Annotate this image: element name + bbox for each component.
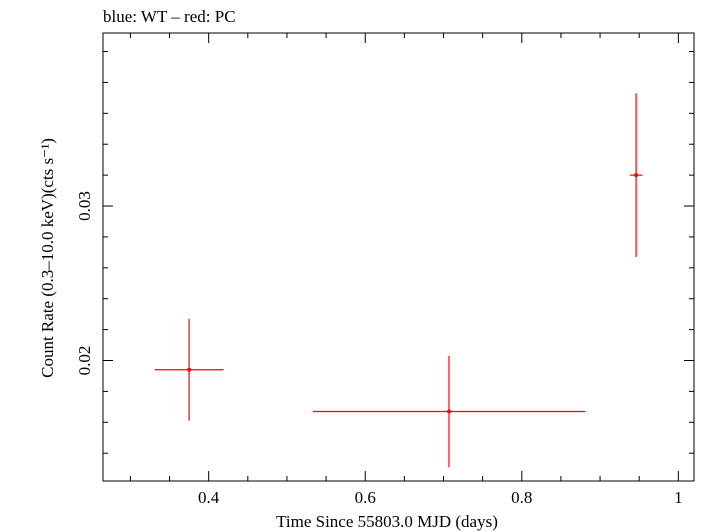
x-tick-label: 0.6 xyxy=(355,488,376,507)
y-tick-label: 0.03 xyxy=(75,191,94,221)
data-series xyxy=(154,93,643,468)
x-axis-label: Time Since 55803.0 MJD (days) xyxy=(276,512,498,531)
x-axis-ticks: 0.4 0.6 0.8 1 xyxy=(129,33,683,507)
data-point xyxy=(187,367,192,372)
y-tick-label: 0.02 xyxy=(75,346,94,376)
y-axis-ticks: 0.02 0.03 xyxy=(75,51,694,454)
data-point xyxy=(446,409,451,414)
data-point xyxy=(634,173,639,178)
x-tick-label: 1 xyxy=(674,488,683,507)
plot-frame xyxy=(102,32,695,482)
y-axis-label: Count Rate (0.3–10.0 keV)(cts s⁻¹) xyxy=(38,138,57,378)
x-tick-label: 0.8 xyxy=(511,488,532,507)
series-group xyxy=(154,93,643,468)
x-tick-label: 0.4 xyxy=(198,488,220,507)
chart-title: blue: WT – red: PC xyxy=(103,7,236,26)
